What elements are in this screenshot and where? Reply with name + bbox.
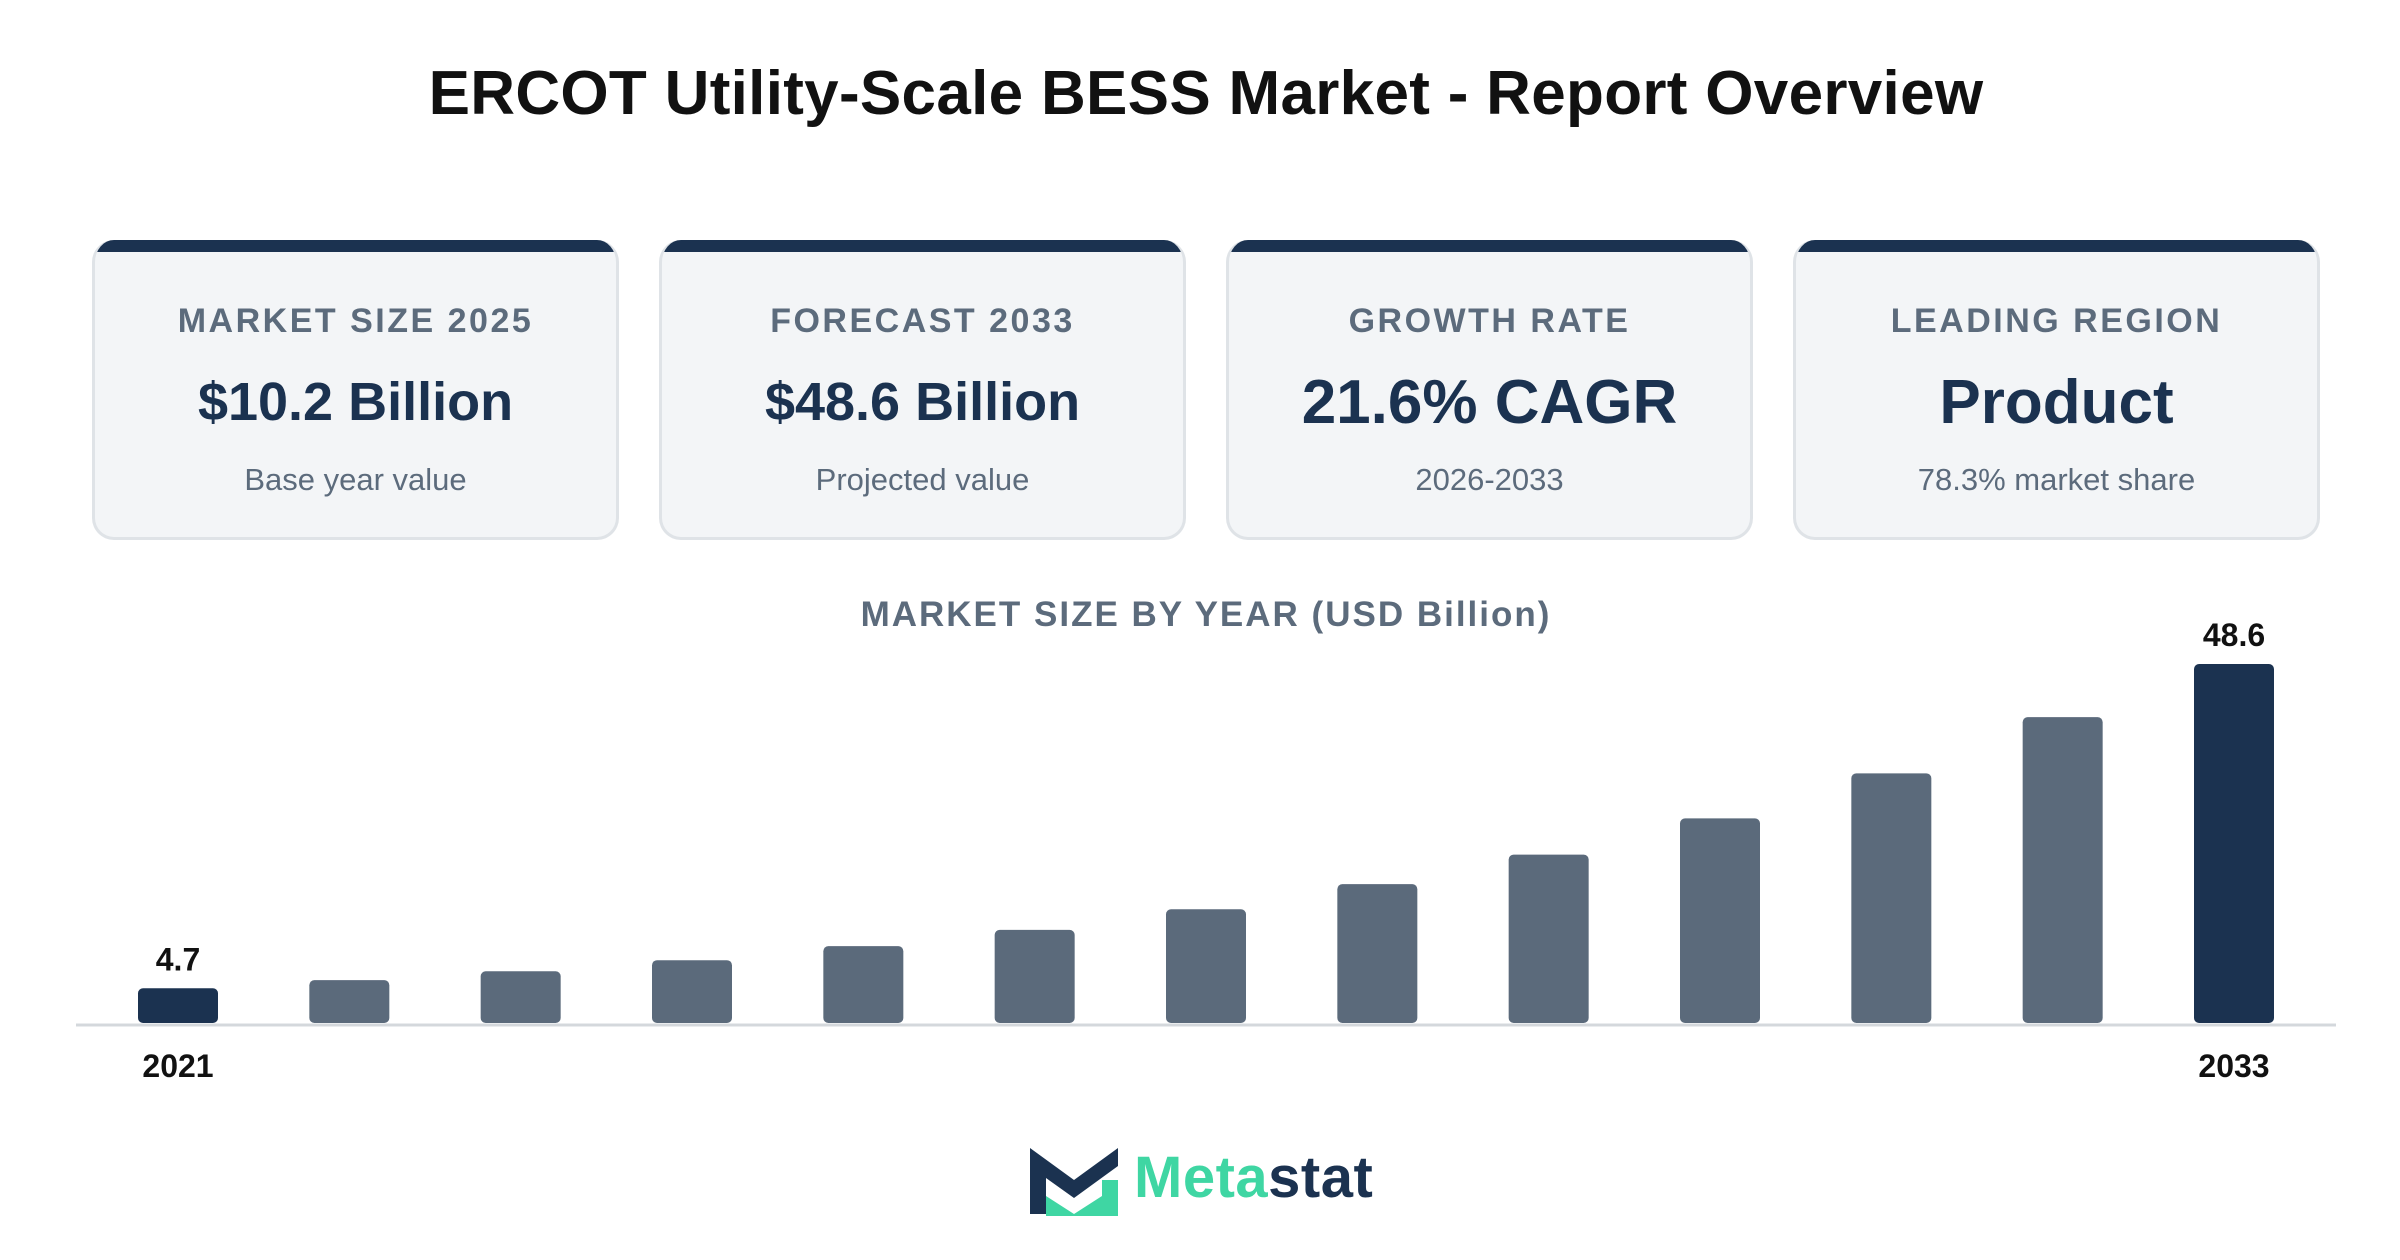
card-subtext: 78.3% market share <box>1917 462 2196 497</box>
card-subtext: 2026-2033 <box>1415 462 1564 497</box>
logo-text-stat: stat <box>1268 1145 1374 1210</box>
card-value: $48.6 Billion <box>764 372 1081 432</box>
card-accent-bar <box>1229 240 1750 252</box>
chart-title: MARKET SIZE BY YEAR (USD Billion) <box>860 595 1552 634</box>
metastat-logo-icon <box>1030 1148 1118 1216</box>
card-value: $10.2 Billion <box>197 372 514 432</box>
bar-2027 <box>1166 909 1246 1023</box>
x-tick-label-2021: 2021 <box>142 1048 213 1084</box>
metastat-logo: Metastat <box>1028 1142 1408 1222</box>
bar-2022 <box>309 980 390 1023</box>
bar-2033 <box>2194 664 2274 1023</box>
card-label: MARKET SIZE 2025 <box>177 302 534 340</box>
card-label: GROWTH RATE <box>1348 302 1631 340</box>
card-label: FORECAST 2033 <box>770 302 1075 340</box>
bar-2031 <box>1851 773 1932 1023</box>
bar-2028 <box>1337 884 1418 1023</box>
card-accent-bar <box>1796 240 2317 252</box>
card-growth-rate: GROWTH RATE 21.6% CAGR 2026-2033 <box>1226 240 1753 540</box>
card-leading-region: LEADING REGION Product 78.3% market shar… <box>1793 240 2320 540</box>
bar-2023 <box>480 971 561 1023</box>
logo-text-meta: Meta <box>1134 1145 1269 1210</box>
card-subtext: Projected value <box>815 462 1030 497</box>
card-accent-bar <box>95 240 616 252</box>
bar-2026 <box>994 929 1075 1023</box>
card-market-size: MARKET SIZE 2025 $10.2 Billion Base year… <box>92 240 619 540</box>
card-subtext: Base year value <box>244 462 467 497</box>
bar-2029 <box>1508 854 1589 1023</box>
card-value: 21.6% CAGR <box>1301 368 1678 437</box>
bar-2030 <box>1680 818 1760 1023</box>
page-title: ERCOT Utility-Scale BESS Market - Report… <box>428 59 1984 128</box>
bar-2021 <box>138 988 218 1023</box>
bar-2032 <box>2022 717 2103 1023</box>
card-value: Product <box>1939 368 2174 437</box>
bar-2024 <box>652 960 732 1023</box>
bar-2025 <box>823 946 904 1023</box>
metastat-logo-text: Metastat <box>1134 1144 1373 1211</box>
x-tick-label-2033: 2033 <box>2198 1048 2269 1084</box>
data-label-2021: 4.7 <box>156 941 200 977</box>
data-label-2033: 48.6 <box>2203 617 2265 653</box>
card-forecast: FORECAST 2033 $48.6 Billion Projected va… <box>659 240 1186 540</box>
card-accent-bar <box>662 240 1183 252</box>
card-label: LEADING REGION <box>1890 302 2223 340</box>
